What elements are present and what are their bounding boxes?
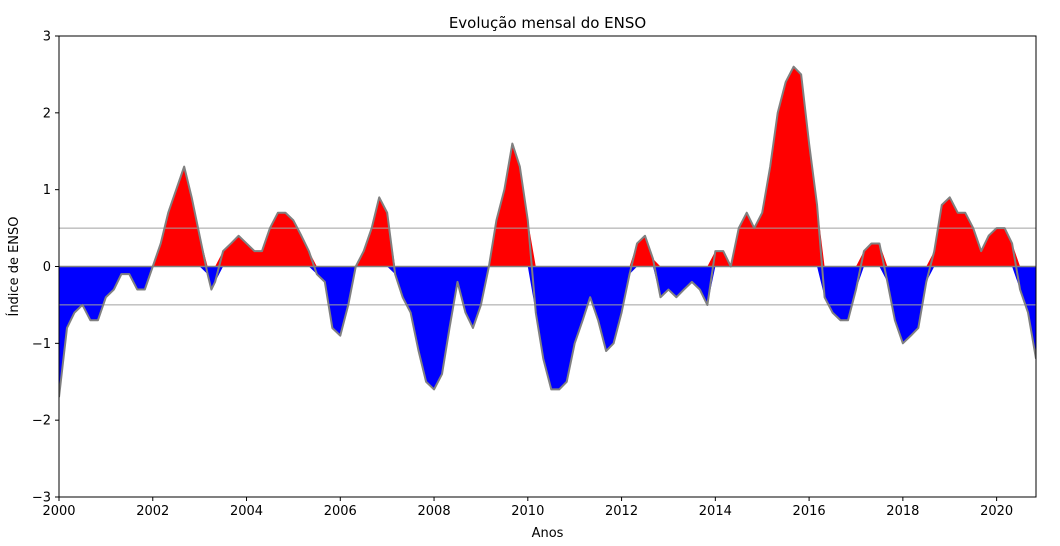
negative-area <box>59 266 1036 398</box>
chart-title: Evolução mensal do ENSO <box>449 14 646 32</box>
x-axis-label: Anos <box>532 526 564 541</box>
x-tick-label: 2018 <box>886 504 919 519</box>
y-tick-label: −1 <box>32 337 51 352</box>
x-tick-label: 2012 <box>605 504 638 519</box>
x-tick-label: 2002 <box>136 504 169 519</box>
x-tick-label: 2004 <box>230 504 263 519</box>
x-tick-label: 2006 <box>324 504 357 519</box>
x-tick-label: 2014 <box>699 504 732 519</box>
plot-area <box>59 65 1036 398</box>
enso-series-line <box>59 65 1036 398</box>
y-tick-label: 1 <box>43 183 51 198</box>
x-tick-label: 2010 <box>511 504 544 519</box>
y-tick-label: −3 <box>32 491 51 506</box>
y-tick-label: 0 <box>43 260 51 275</box>
x-tick-label: 2000 <box>42 504 75 519</box>
x-tick-label: 2020 <box>980 504 1013 519</box>
y-tick-label: 3 <box>43 30 51 45</box>
x-axis: 2000 2002 2004 2006 2008 2010 2012 2014 2016 2018… <box>42 497 1013 519</box>
x-tick-label: 2008 <box>418 504 451 519</box>
positive-area <box>59 66 1036 267</box>
y-axis-label: Índice de ENSO <box>6 216 22 316</box>
x-tick-label: 2016 <box>793 504 826 519</box>
y-tick-label: 2 <box>43 106 51 121</box>
y-axis: −3 −2 −1 0 1 2 3 <box>32 30 59 506</box>
y-tick-label: −2 <box>32 414 51 429</box>
